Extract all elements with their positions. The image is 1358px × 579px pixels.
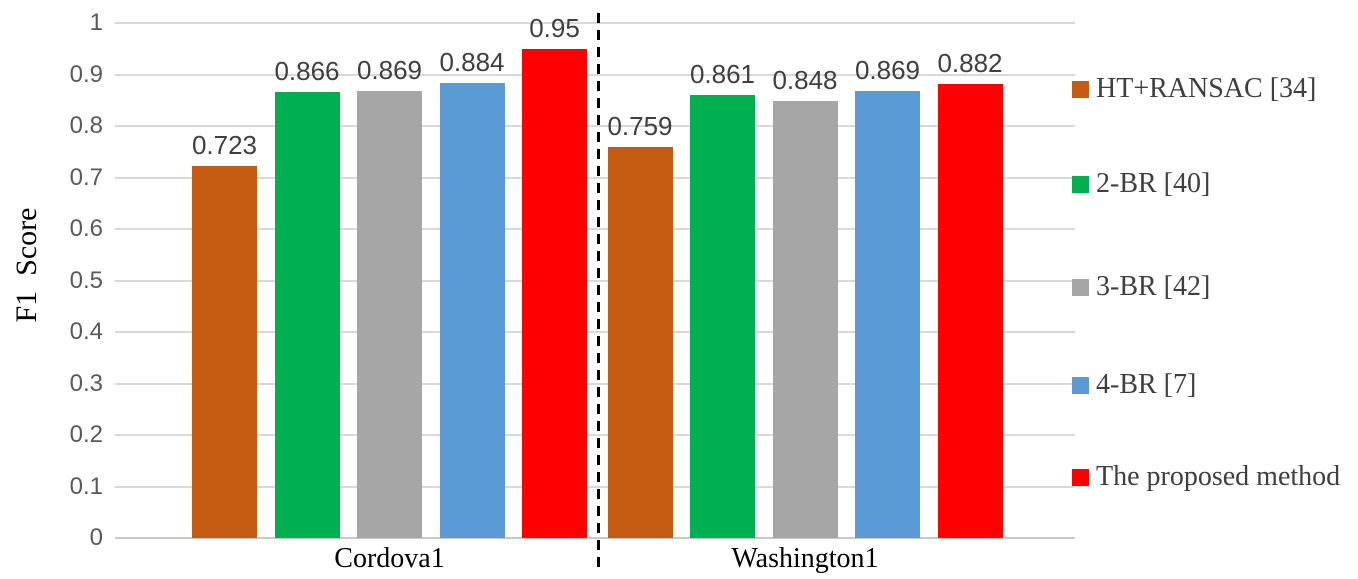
gridline (115, 331, 1075, 333)
gridline (115, 279, 1075, 282)
y-tick-label: 0.4 (69, 318, 103, 345)
bar-2-br-40-washington1 (690, 94, 755, 538)
y-tick-label: 0.3 (69, 369, 103, 397)
gridline (115, 434, 1075, 436)
bar-3-br-42-cordova1 (357, 90, 422, 538)
y-tick-label: 0.7 (69, 163, 103, 191)
group-separator-dashed-line (597, 13, 600, 570)
gridline (115, 382, 1075, 385)
y-tick-label: 0 (89, 524, 103, 551)
gridline (115, 125, 1075, 127)
gridline (115, 73, 1075, 76)
y-tick-label: 0.6 (69, 215, 103, 242)
bar-4-br-7-cordova1 (439, 82, 505, 538)
y-tick-label: 0.2 (69, 421, 103, 448)
x-category-label-cordova1: Cordova1 (334, 543, 445, 574)
gridline (115, 22, 1075, 24)
y-tick-label: 0.8 (69, 112, 103, 139)
bar-value-label-the-proposed-method-cordova1: 0.95 (529, 12, 580, 43)
x-category-label-washington1: Washington1 (731, 543, 879, 574)
bar-value-label-3-br-42-cordova1: 0.869 (356, 54, 423, 85)
bar-3-br-42-washington1 (772, 101, 838, 538)
bar-value-label-2-br-40-washington1: 0.861 (689, 58, 756, 89)
bar-value-label-3-br-42-washington1: 0.848 (772, 65, 838, 96)
bar-value-label-ht-ransac-34-cordova1: 0.723 (191, 129, 258, 160)
bar-value-label-2-br-40-cordova1: 0.866 (274, 56, 340, 86)
bar-the-proposed-method-cordova1 (522, 48, 587, 539)
y-tick-label: 0.1 (69, 472, 103, 500)
x-axis-line (115, 537, 1075, 539)
bar-ht-ransac-34-cordova1 (192, 165, 257, 538)
bar-4-br-7-washington1 (855, 90, 920, 538)
gridline (115, 485, 1075, 488)
gridline (115, 176, 1075, 179)
y-tick-label: 1 (89, 9, 103, 36)
bar-ht-ransac-34-washington1 (607, 147, 673, 538)
bar-the-proposed-method-washington1 (937, 83, 1003, 538)
y-tick-label: 0.5 (69, 266, 103, 294)
bar-2-br-40-cordova1 (274, 92, 340, 538)
gridline (115, 228, 1075, 230)
bar-value-label-4-br-7-cordova1: 0.884 (439, 46, 505, 77)
bar-value-label-ht-ransac-34-washington1: 0.759 (607, 111, 673, 142)
bar-value-label-the-proposed-method-washington1: 0.882 (937, 47, 1003, 78)
bar-value-label-4-br-7-washington1: 0.869 (854, 54, 921, 85)
y-tick-label: 0.9 (69, 60, 103, 88)
